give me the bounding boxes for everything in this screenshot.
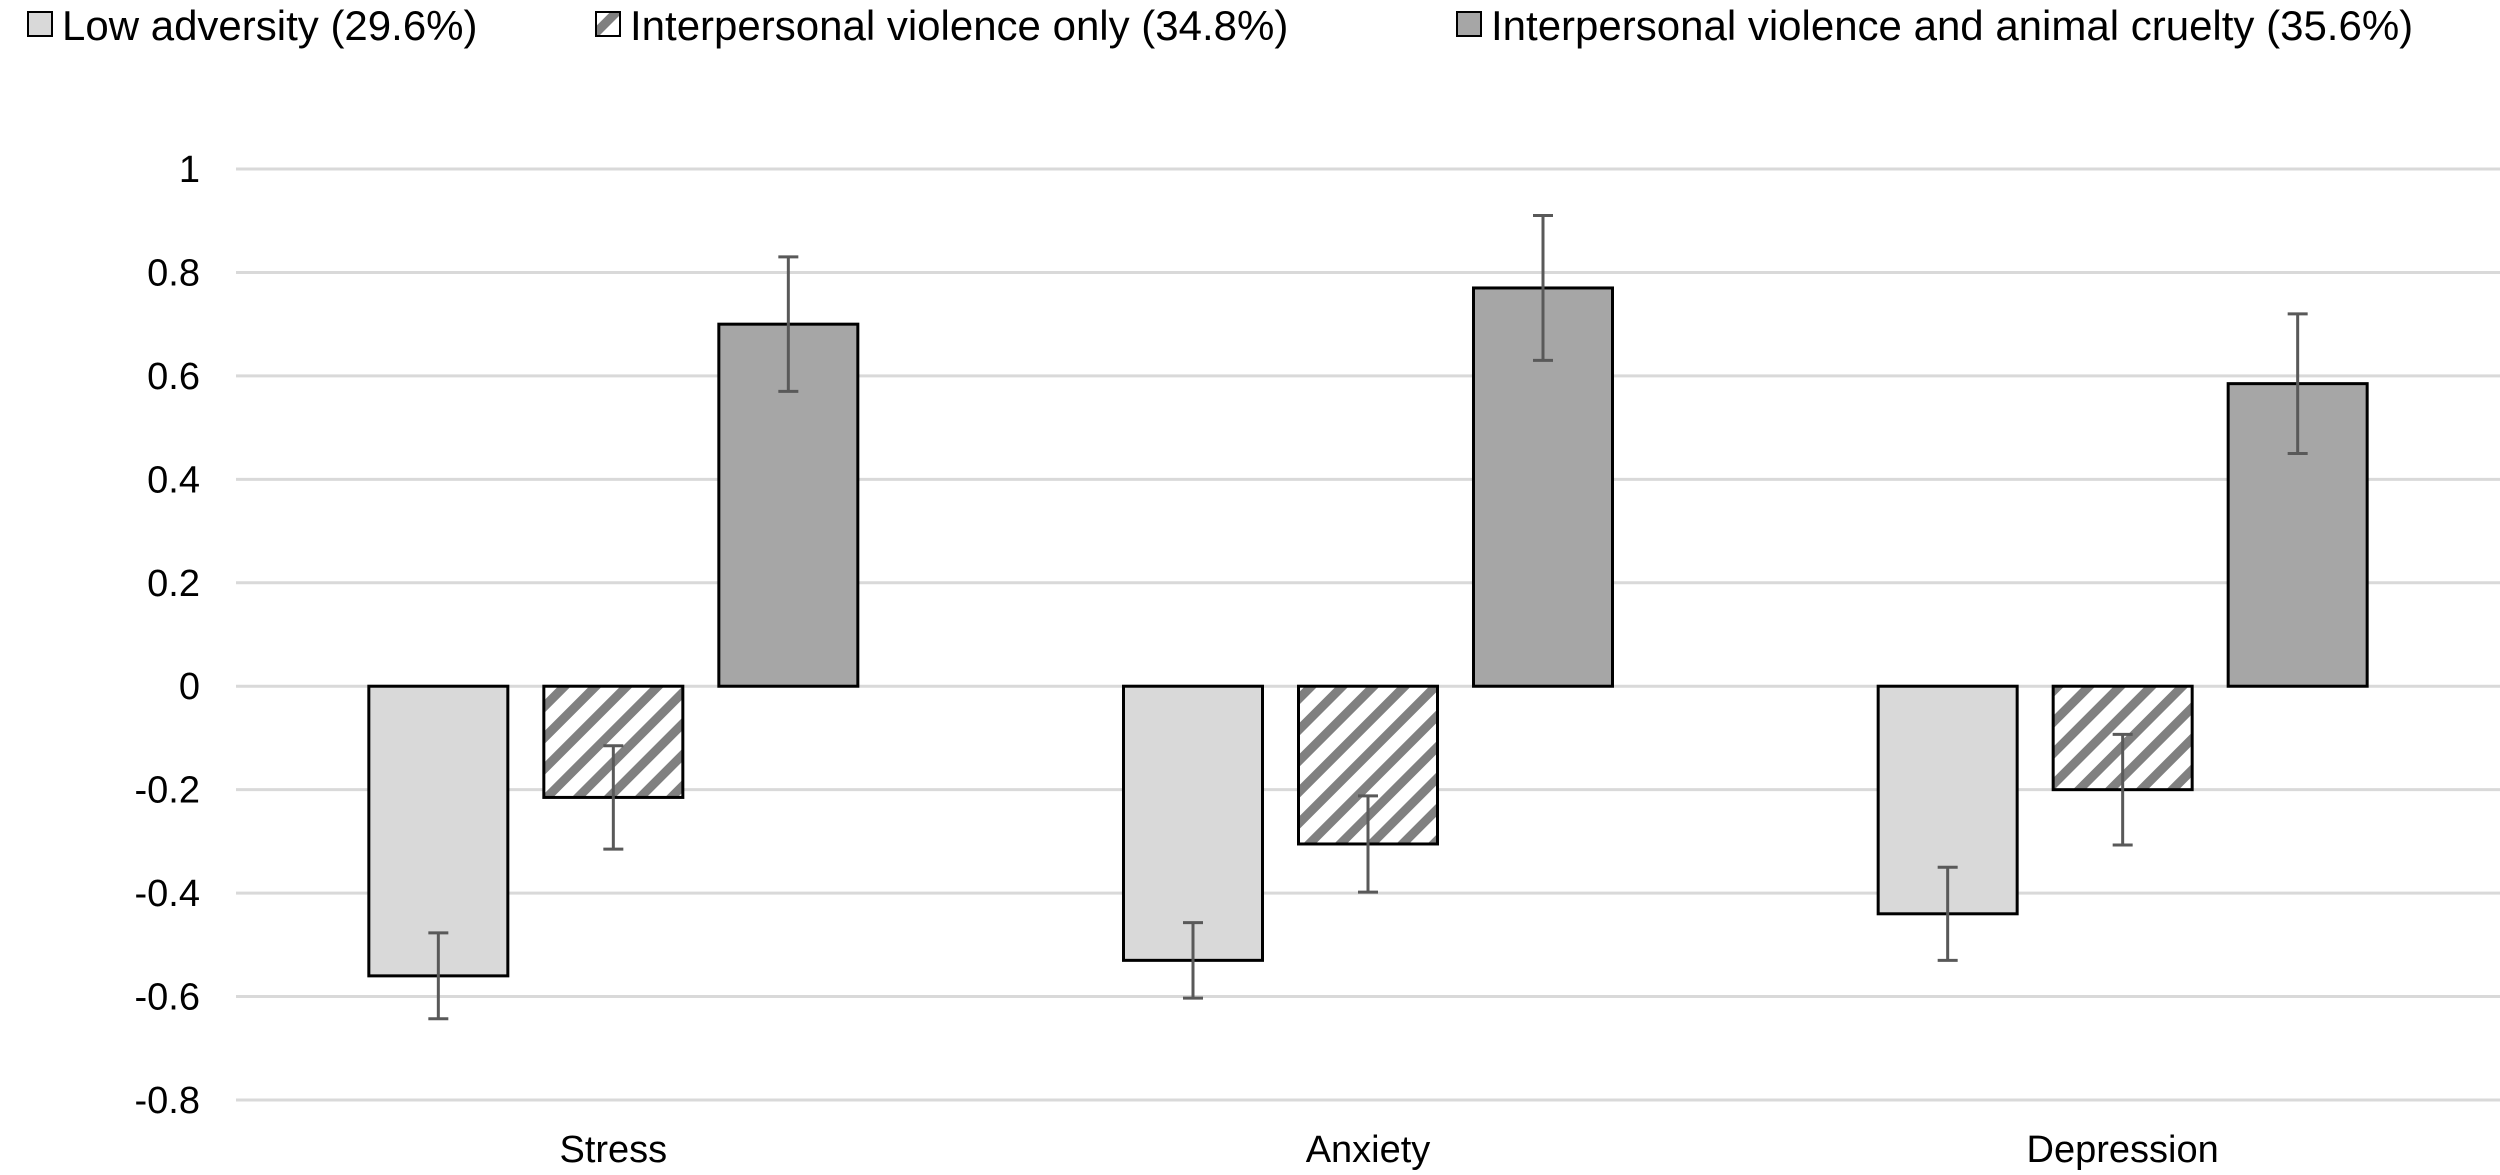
x-tick-label: Depression: [2027, 1129, 2219, 1171]
bar-stress-series-0: [367, 684, 510, 978]
legend-label: Interpersonal violence only (34.8%): [630, 2, 1288, 49]
bar-anxiety-series-0: [1122, 684, 1264, 962]
y-tick-label: -0.8: [135, 1080, 200, 1122]
error-bar: [603, 744, 624, 851]
y-tick-label: 0: [179, 666, 200, 708]
y-tick-label: 0.6: [147, 356, 200, 398]
y-tick-label: 0.4: [147, 459, 200, 501]
legend-swatch: [1456, 11, 1482, 37]
error-bar: [2112, 732, 2133, 847]
y-axis-ticks: 1 0.8 0.6 0.4 0.2 0 -0.2 -0.4 -0.6 -0.8: [135, 149, 200, 1122]
y-tick-label: -0.6: [135, 977, 200, 1019]
error-bar: [2287, 312, 2308, 455]
error-bars: [428, 214, 2308, 1021]
y-tick-label: 1: [179, 149, 200, 191]
gridlines: [236, 167, 2500, 1102]
x-tick-label: Stress: [559, 1129, 667, 1171]
error-bar: [1533, 214, 1553, 362]
legend-swatch: [27, 11, 53, 37]
error-bar: [1937, 865, 1958, 962]
error-bar: [428, 931, 449, 1021]
y-tick-label: 0.2: [147, 563, 200, 605]
x-axis-labels: Stress Anxiety Depression: [559, 1129, 2218, 1171]
error-bar: [1358, 794, 1378, 894]
error-bar: [1183, 921, 1203, 1000]
y-tick-label: -0.4: [135, 873, 200, 915]
legend: Low adversity (29.6%) Interpersonal viole…: [27, 2, 2413, 49]
error-bar: [778, 255, 799, 393]
x-tick-label: Anxiety: [1306, 1129, 1431, 1171]
legend-label: Interpersonal violence and animal cruelt…: [1491, 2, 2413, 49]
legend-swatch: [595, 11, 621, 37]
legend-label: Low adversity (29.6%): [62, 2, 478, 49]
bar-stress-series-2: [717, 322, 860, 688]
y-tick-label: 0.8: [147, 252, 200, 294]
y-tick-label: -0.2: [135, 770, 200, 812]
